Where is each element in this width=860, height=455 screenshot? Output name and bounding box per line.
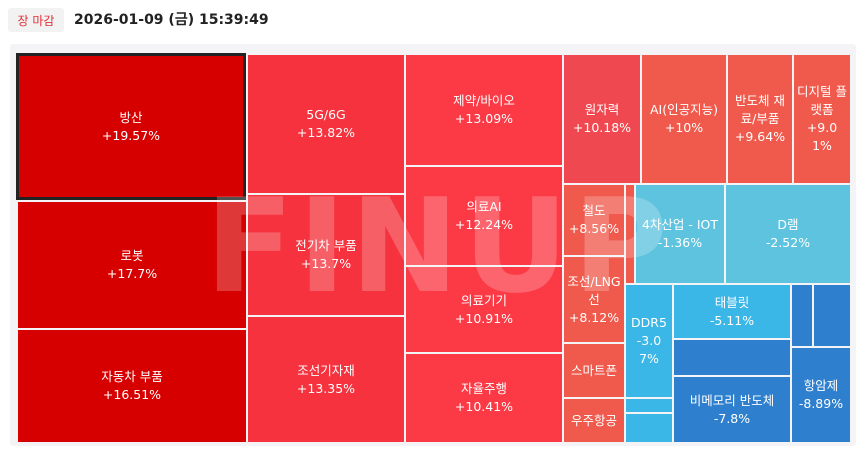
tile-change: +10.41% — [454, 399, 514, 414]
tile-label: 스마트폰 — [570, 362, 617, 378]
tile-label: 반도체 재료/부품 — [735, 93, 785, 126]
tile-label: 로봇 — [120, 248, 144, 263]
tile[interactable]: 의료기기 +10.91% — [406, 267, 562, 352]
tile-change: +8.12% — [568, 309, 620, 325]
tile-small[interactable] — [626, 185, 634, 283]
tile-label: 방산 — [119, 109, 143, 125]
tile[interactable]: D램 -2.52% — [726, 185, 850, 283]
tile-change: -7.8% — [713, 410, 751, 426]
tile[interactable]: 원자력 +10.18% — [564, 55, 640, 183]
tile[interactable]: 반도체 재료/부품 +9.64% — [728, 55, 792, 183]
tile-label: 5G/6G — [306, 107, 346, 122]
tile-label: 의료AI — [466, 199, 502, 214]
tile-small[interactable] — [626, 399, 672, 412]
tile[interactable]: 비메모리 반도체 -7.8% — [674, 377, 790, 442]
tile-label: 항암제 — [803, 378, 839, 393]
tile-small[interactable] — [674, 340, 790, 375]
tile-label: 조선기자재 — [297, 362, 355, 378]
tile-label: 자동차 부품 — [101, 369, 163, 384]
timestamp: 2026-01-09 (금) 15:39:49 — [74, 12, 269, 28]
tile[interactable]: 항암제 -8.89% — [792, 348, 850, 442]
tile-change: -5.11% — [709, 312, 755, 328]
tile-label: DDR5 — [631, 315, 667, 330]
tile-label: AI(인공지능) — [650, 102, 718, 117]
tile[interactable]: 제약/바이오 +13.09% — [406, 55, 562, 165]
tile-label: 비메모리 반도체 — [689, 392, 775, 408]
tile-change: -1.36% — [657, 235, 703, 250]
status-badge: 장 마감 — [8, 8, 64, 32]
tile[interactable]: 자율주행 +10.41% — [406, 354, 562, 442]
tile-change: +19.57% — [101, 127, 161, 143]
tile[interactable]: 조선/LNG선 +8.12% — [564, 257, 624, 342]
tile[interactable]: 4차산업 - IOT -1.36% — [636, 185, 724, 283]
tile[interactable]: AI(인공지능) +10% — [642, 55, 726, 183]
tile-label: 의료기기 — [460, 292, 507, 308]
tile[interactable]: 전기차 부품 +13.7% — [248, 195, 404, 315]
tile-small[interactable] — [792, 285, 812, 346]
tile-change: +10% — [664, 120, 704, 135]
tile-label: 철도 — [582, 203, 606, 218]
tile-label: 제약/바이오 — [453, 93, 515, 108]
tile[interactable]: 자동차 부품 +16.51% — [18, 330, 246, 442]
tile-change: +13.35% — [296, 380, 356, 396]
tile-change: +9.01% — [806, 120, 838, 153]
tile-label: 조선/LNG선 — [567, 273, 621, 307]
tile-change: +13.7% — [300, 256, 352, 271]
tile-label: 전기차 부품 — [295, 238, 357, 253]
tile[interactable]: 방산 +19.57% — [16, 53, 246, 200]
tile-change: -8.89% — [798, 396, 844, 411]
tile[interactable]: 우주항공 — [564, 399, 624, 442]
tile-small[interactable] — [626, 414, 672, 442]
tile-small[interactable] — [814, 285, 850, 346]
tile[interactable]: 로봇 +17.7% — [18, 202, 246, 328]
tile-label: 원자력 — [584, 102, 620, 117]
tile-change: +12.24% — [454, 217, 514, 232]
tile-change: +16.51% — [102, 387, 162, 402]
tile-change: -3.07% — [636, 333, 662, 366]
tile-change: +10.18% — [572, 120, 632, 135]
tile-change: -2.52% — [765, 235, 811, 250]
tile[interactable]: 철도 +8.56% — [564, 185, 624, 255]
tile-change: +8.56% — [568, 221, 620, 236]
tile-change: +17.7% — [106, 266, 158, 281]
tile-label: 우주항공 — [570, 412, 617, 428]
tile-change: +13.09% — [454, 111, 514, 126]
tile-change: +10.91% — [454, 310, 514, 326]
tile[interactable]: 5G/6G +13.82% — [248, 55, 404, 193]
tile[interactable]: 태블릿 -5.11% — [674, 285, 790, 338]
tile-change: +13.82% — [296, 125, 356, 140]
tile-label: 디지털 플랫폼 — [797, 84, 847, 117]
tile[interactable]: DDR5 -3.07% — [626, 285, 672, 397]
tile-label: D램 — [777, 217, 799, 232]
tile-label: 자율주행 — [460, 381, 507, 396]
tile-label: 4차산업 - IOT — [641, 217, 719, 232]
tile[interactable]: 의료AI +12.24% — [406, 167, 562, 265]
tile[interactable]: 디지털 플랫폼 +9.01% — [794, 55, 850, 183]
tile-label: 태블릿 — [714, 294, 750, 310]
tile-change: +9.64% — [734, 129, 786, 144]
tile[interactable]: 스마트폰 — [564, 344, 624, 397]
tile[interactable]: 조선기자재 +13.35% — [248, 317, 404, 442]
